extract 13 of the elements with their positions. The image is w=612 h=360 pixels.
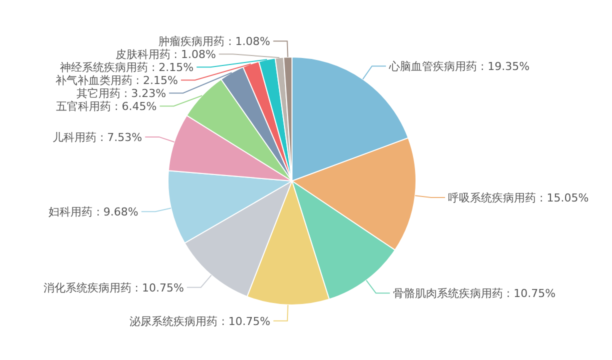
slice-label: 妇科用药 : 9.68% [48,206,138,219]
slice-label: 呼吸系统疾病用药 : 15.05% [448,191,589,204]
slice-label: 心脑血管疾病用药 : 19.35% [388,60,530,74]
slice-label: 五官科用药 : 6.45% [56,100,157,114]
slice-label: 消化系统疾病用药 : 10.75% [43,281,184,294]
slice-label: 骨骼肌肉系统疾病用药 : 10.75% [392,287,556,300]
slice-label: 皮肤科用药 : 1.08% [115,48,216,62]
slice-label: 补气补血类用药 : 2.15% [55,74,178,88]
slice-label: 肿瘤疾病用药 : 1.08% [158,35,270,48]
slice-label: 儿科用药 : 7.53% [52,130,142,144]
slice-label: 泌尿系统疾病用药 : 10.75% [130,314,270,328]
slice-label: 其它用药 : 3.23% [76,87,166,100]
slice-label: 神经系统疾病用药 : 2.15% [60,61,194,74]
